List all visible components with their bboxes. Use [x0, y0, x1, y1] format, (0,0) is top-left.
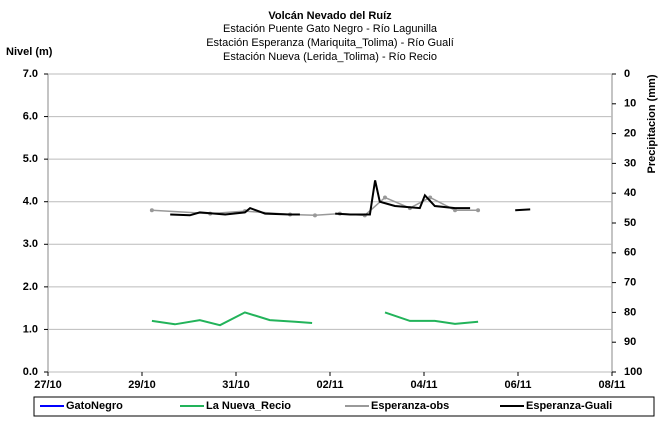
- legend-label: La Nueva_Recio: [206, 400, 291, 412]
- marker: [476, 208, 481, 213]
- marker: [149, 208, 154, 213]
- x-tick-label: 06/11: [505, 379, 532, 391]
- series-line: [170, 180, 531, 217]
- series-line: [151, 311, 479, 327]
- y2-tick-label: 100: [624, 366, 642, 378]
- y2-tick-label: 60: [624, 247, 636, 259]
- plot-frame: [47, 73, 613, 373]
- y-axis-label: Nivel (m): [6, 46, 53, 58]
- marker: [382, 195, 387, 200]
- marker: [453, 208, 458, 213]
- legend-frame: [33, 396, 655, 417]
- legend-label: Esperanza-obs: [371, 400, 449, 412]
- y2-tick-label: 20: [624, 128, 636, 140]
- y-tick-label: 4.0: [23, 196, 38, 208]
- x-tick-label: 29/10: [128, 379, 156, 391]
- chart-title: Volcán Nevado del Ruíz: [268, 10, 392, 22]
- legend-label: Esperanza-Guali: [526, 400, 612, 412]
- y2-tick-label: 0: [624, 68, 630, 80]
- y-tick-label: 6.0: [23, 110, 38, 122]
- y-tick-label: 2.0: [23, 281, 38, 293]
- x-tick-label: 27/10: [34, 379, 62, 391]
- legend-label: GatoNegro: [66, 400, 123, 412]
- y-tick-label: 7.0: [23, 68, 38, 80]
- subtitle: Estación Esperanza (Mariquita_Tolima) - …: [206, 37, 454, 49]
- x-tick-label: 04/11: [411, 379, 438, 391]
- y-tick-label: 3.0: [23, 238, 38, 250]
- marker: [312, 213, 317, 218]
- y2-tick-label: 10: [624, 98, 636, 110]
- y-tick-label: 0.0: [23, 366, 38, 378]
- subtitle: Estación Puente Gato Negro - Río Lagunil…: [223, 23, 438, 35]
- y2-tick-label: 80: [624, 306, 636, 318]
- y2-tick-label: 70: [624, 277, 636, 289]
- y-tick-label: 5.0: [23, 153, 38, 165]
- y2-tick-label: 90: [624, 336, 636, 348]
- subtitle: Estación Nueva (Lerida_Tolima) - Río Rec…: [223, 51, 437, 63]
- y-tick-label: 1.0: [23, 323, 38, 335]
- x-tick-label: 02/11: [317, 379, 344, 391]
- y2-tick-label: 40: [624, 187, 636, 199]
- y2-tick-label: 30: [624, 157, 636, 169]
- x-tick-label: 08/11: [599, 379, 626, 391]
- y2-axis-label: Precipitacion (mm): [646, 74, 658, 173]
- x-tick-label: 31/10: [222, 379, 250, 391]
- y2-tick-label: 50: [624, 217, 636, 229]
